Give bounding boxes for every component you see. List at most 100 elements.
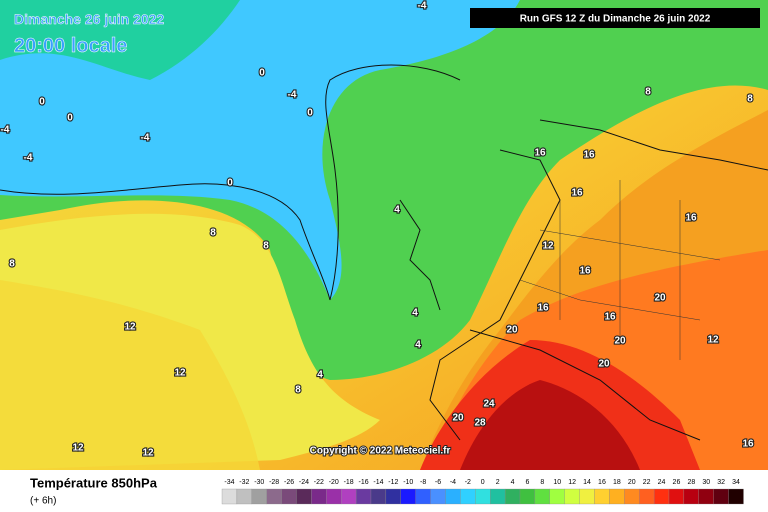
contour-label: 16 [685, 213, 697, 224]
scale-label: 34 [732, 479, 740, 486]
scale-label: 0 [481, 479, 485, 486]
run-info: Run GFS 12 Z du Dimanche 26 juin 2022 [520, 14, 711, 25]
scale-swatch [400, 488, 416, 505]
contour-label: 0 [39, 97, 45, 108]
color-scale: -34 -32 -30 -28 -26 -24 -22 -20 -18 -16 -14 -12 -10-… [221, 479, 744, 505]
contour-label: 0 [307, 108, 313, 119]
time: 20:00 locale [14, 35, 127, 57]
contour-label: -4 [24, 153, 33, 164]
scale-label: -14 [373, 479, 383, 486]
contour-label: 16 [742, 439, 754, 450]
scale-label: 2 [496, 479, 500, 486]
scale-swatch [251, 488, 267, 505]
contour-label: 4 [415, 340, 421, 351]
contour-label: 8 [747, 94, 753, 105]
contour-label: 4 [394, 205, 400, 216]
scale-label: -16 [358, 479, 368, 486]
scale-label: 32 [717, 479, 725, 486]
legend-subtitle: (+ 6h) [30, 496, 56, 507]
contour-label: 8 [295, 385, 301, 396]
date: Dimanche 26 juin 2022 [14, 11, 164, 27]
scale-swatch [713, 488, 729, 505]
scale-label: 8 [540, 479, 544, 486]
scale-swatch [311, 488, 327, 505]
scale-swatch [355, 488, 372, 505]
scale-swatch [504, 488, 521, 505]
contour-label: 12 [72, 443, 84, 454]
contour-label: 16 [537, 303, 549, 314]
scale-swatch [698, 488, 714, 505]
contour-label: 8 [263, 241, 269, 252]
contour-label: 28 [474, 418, 486, 429]
scale-swatch [683, 488, 699, 505]
scale-swatch [519, 488, 536, 505]
scale-label: -30 [254, 479, 264, 486]
scale-label: 30 [702, 479, 710, 486]
contour-label: 4 [412, 308, 418, 319]
scale-label: 6 [525, 479, 529, 486]
scale-label: -6 [435, 479, 441, 486]
scale-label: 20 [628, 479, 636, 486]
scale-label: -12 [388, 479, 398, 486]
scale-label: -20 [329, 479, 339, 486]
scale-label: -24 [299, 479, 309, 486]
scale-label: -34 [224, 479, 234, 486]
scale-swatch [624, 488, 640, 505]
scale-swatch [341, 488, 357, 505]
scale-label: 26 [673, 479, 681, 486]
scale-swatch [594, 488, 610, 505]
scale-label: -2 [465, 479, 471, 486]
scale-swatch [534, 488, 550, 505]
contour-label: 0 [67, 113, 73, 124]
scale-label: 12 [568, 479, 576, 486]
scale-label: 18 [613, 479, 621, 486]
scale-swatch [445, 488, 461, 505]
scale-swatch [415, 488, 431, 505]
scale-swatch [668, 488, 685, 505]
scale-label: -10 [403, 479, 413, 486]
scale-label: -26 [284, 479, 294, 486]
scale-swatch [579, 488, 595, 505]
scale-label: -28 [269, 479, 279, 486]
contour-label: 8 [645, 87, 651, 98]
contour-label: -4 [1, 125, 10, 136]
contour-label: 12 [174, 368, 186, 379]
scale-swatch [385, 488, 401, 505]
scale-swatch [564, 488, 580, 505]
scale-label: -18 [344, 479, 354, 486]
contour-label: 16 [583, 150, 595, 161]
contour-label: 12 [142, 448, 154, 459]
contour-label: 20 [614, 336, 626, 347]
contour-label: -4 [288, 90, 297, 101]
scale-label: -4 [450, 479, 456, 486]
contour-label: 20 [598, 359, 610, 370]
contour-label: 8 [9, 259, 15, 270]
scale-swatch [549, 488, 565, 505]
contour-label: 16 [579, 266, 591, 277]
contour-label: 24 [483, 399, 495, 410]
scale-swatch [653, 488, 670, 505]
contour-label: 12 [124, 322, 136, 333]
scale-label: 16 [598, 479, 606, 486]
copyright: Copyright © 2022 Meteociel.fr [310, 446, 451, 457]
contour-label: 4 [317, 370, 323, 381]
scale-swatch [475, 488, 491, 505]
contour-label: 16 [534, 148, 546, 159]
contour-labels: -4 -4 -4 -4 -4 0 0 0 0 0 4 4 4 4 8 8 8 8 8 8 12 12 12 12 12 12 16 1… [0, 0, 755, 460]
scale-label: 10 [553, 479, 561, 486]
scale-swatch [281, 488, 297, 505]
scale-swatch [430, 488, 446, 505]
contour-label: 0 [259, 68, 265, 79]
contour-label: 12 [542, 241, 554, 252]
contour-label: -4 [141, 133, 150, 144]
scale-label: 28 [687, 479, 695, 486]
map-background [0, 0, 768, 471]
scale-label: 4 [511, 479, 515, 486]
scale-swatch [728, 488, 744, 505]
scale-swatch [326, 488, 342, 505]
scale-label: 14 [583, 479, 591, 486]
scale-swatch [236, 488, 252, 505]
scale-label: 24 [658, 479, 666, 486]
scale-swatch [639, 488, 655, 505]
